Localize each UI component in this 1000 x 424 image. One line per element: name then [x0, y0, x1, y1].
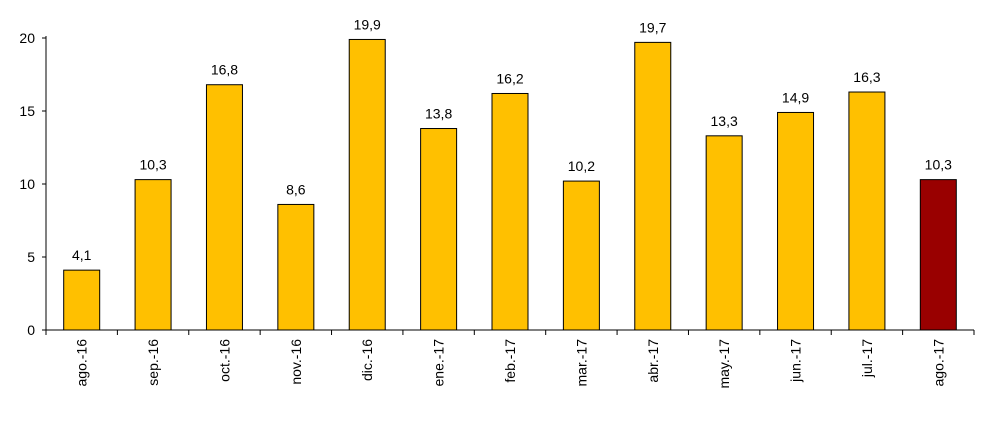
- bar-may-17: [705, 135, 743, 331]
- x-tick-label: mar.-17: [573, 339, 589, 387]
- data-label: 10,3: [925, 157, 952, 173]
- bar-mar-17: [562, 180, 600, 331]
- data-label: 19,7: [639, 19, 666, 35]
- bar-dic-16: [348, 38, 386, 331]
- bar-oct-16: [205, 84, 243, 331]
- x-tick-label: ago.-16: [74, 339, 90, 387]
- y-tick-label: 5: [27, 249, 35, 265]
- x-tick-label: feb.-17: [502, 339, 518, 383]
- data-label: 10,3: [139, 157, 166, 173]
- x-axis: ago.-16 sep.-16 oct.-16 nov.-16 dic.-16 ene.-…: [45, 329, 975, 389]
- y-tick-label: 10: [19, 176, 35, 192]
- y-tick-label: 0: [27, 322, 35, 338]
- data-label: 8,6: [286, 181, 306, 197]
- bar-ago-17: [919, 179, 957, 331]
- x-tick-label: ene.-17: [431, 339, 447, 387]
- data-label: 13,8: [425, 106, 452, 122]
- y-tick-label: 15: [19, 103, 35, 119]
- data-label: 10,2: [568, 158, 595, 174]
- data-label: 14,9: [782, 89, 809, 105]
- y-tick-label: 20: [19, 30, 35, 46]
- x-tick-label: nov.-16: [288, 339, 304, 385]
- y-axis: 0 5 10 15 20: [19, 30, 47, 338]
- bar-nov-16: [277, 203, 315, 331]
- x-tick-label: ago.-17: [930, 339, 946, 387]
- bar-sep-16: [134, 179, 172, 331]
- data-label: 13,3: [711, 113, 738, 129]
- x-tick-label: jul.-17: [859, 339, 875, 378]
- bar-feb-17: [491, 92, 529, 331]
- data-label: 4,1: [72, 247, 92, 263]
- data-label: 16,8: [211, 62, 238, 78]
- data-label: 16,3: [853, 69, 880, 85]
- bar-ene-17: [420, 128, 458, 331]
- bar-jun-17: [777, 111, 815, 331]
- x-tick-label: oct.-16: [216, 339, 232, 382]
- data-label: 16,2: [496, 70, 523, 86]
- bar-ago-16: [63, 269, 101, 331]
- x-tick-label: may.-17: [716, 339, 732, 389]
- x-tick-label: abr.-17: [645, 339, 661, 383]
- bar-jul-17: [848, 91, 886, 331]
- x-tick-label: jun.-17: [788, 339, 804, 383]
- bar-abr-17: [634, 41, 672, 331]
- data-labels: 4,1 10,3 16,8 8,6 19,9 13,8 16,2 10,2 19,7 13,3 14…: [72, 16, 952, 263]
- x-tick-label: dic.-16: [359, 339, 375, 381]
- x-tick-label: sep.-16: [145, 339, 161, 386]
- bars: [63, 38, 957, 331]
- data-label: 19,9: [354, 16, 381, 32]
